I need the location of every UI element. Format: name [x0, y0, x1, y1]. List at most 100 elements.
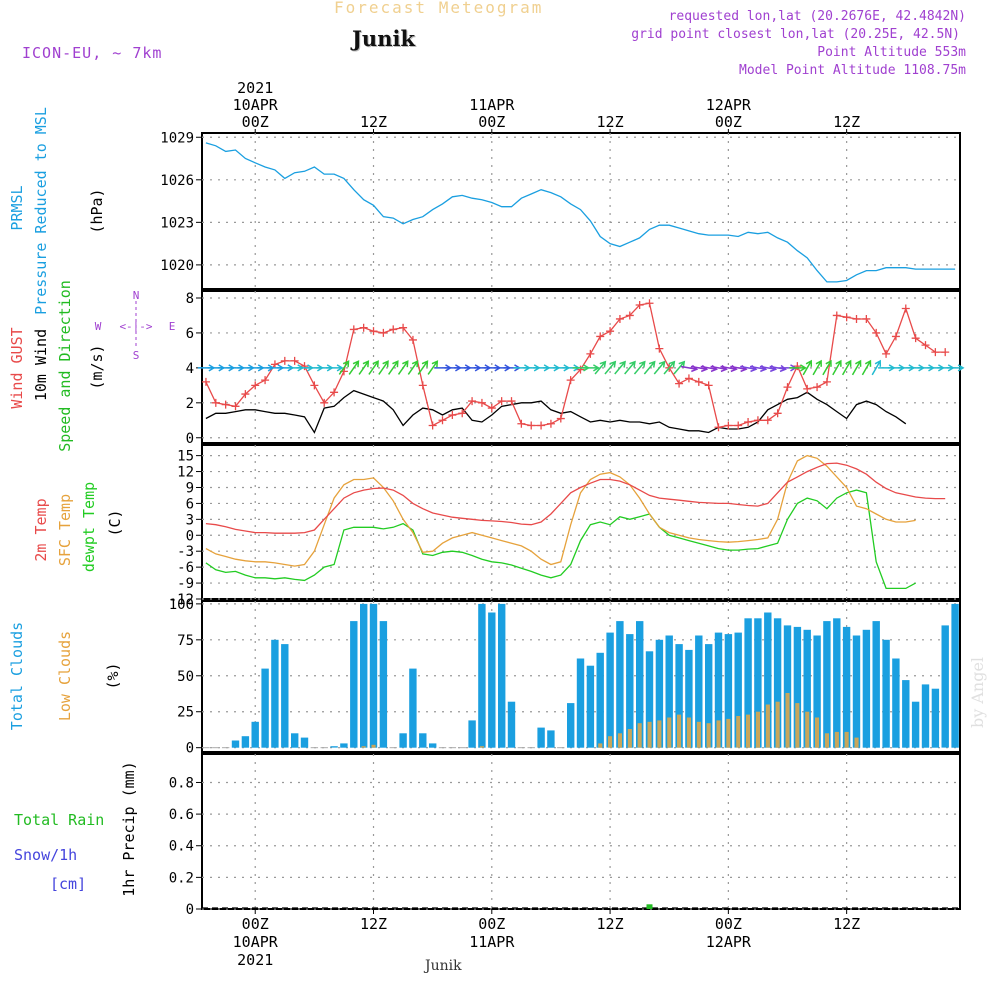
gust-marker	[576, 365, 585, 374]
total-cloud-bar	[921, 684, 930, 748]
ytick-label-wind: 8	[186, 291, 194, 307]
panel-frame-temperature	[201, 444, 961, 600]
gust-marker	[448, 411, 457, 420]
gust-marker	[556, 414, 565, 423]
gust-marker	[822, 377, 831, 386]
wind-arrow-shape	[841, 359, 852, 376]
footer-place: Junik	[425, 958, 462, 974]
wind-arrow-shape	[812, 359, 822, 376]
ytick-label-wind: 6	[186, 326, 194, 342]
gust-marker	[477, 398, 486, 407]
total-cloud-bar	[833, 618, 841, 748]
ytick-label-clouds: 25	[177, 705, 194, 721]
low-cloud-bar	[834, 731, 839, 748]
wind-arrow-shape	[643, 360, 656, 375]
requested-coords: requested lon,lat (20.2676E, 42.4842N)	[668, 9, 966, 24]
total-cloud-bar	[764, 612, 772, 748]
wind-direction-arrow	[861, 359, 872, 376]
total-cloud-bar	[567, 703, 575, 748]
gust-marker	[251, 381, 260, 390]
ytick-label-pressure: 1020	[160, 258, 194, 274]
wind-arrow-shape	[348, 360, 360, 375]
low-cloud-bar	[608, 736, 613, 748]
gust-marker	[872, 328, 881, 337]
gust-marker	[596, 332, 605, 341]
gust-marker	[270, 360, 279, 369]
wind-arrow-shape	[633, 360, 646, 375]
ytick-label-temperature: 15	[177, 449, 194, 465]
gust-marker	[852, 314, 861, 323]
gust-marker	[369, 327, 378, 336]
ytick-label-temperature: 0	[186, 528, 194, 544]
temp2m-line	[205, 462, 946, 534]
ytick-label-temperature: -6	[177, 560, 194, 576]
total-cloud-bar	[685, 649, 693, 748]
wind-arrow-shape	[417, 360, 429, 375]
total-cloud-bar	[773, 618, 782, 748]
total-cloud-bar	[399, 733, 407, 748]
gust-marker	[813, 383, 822, 392]
wind-direction-arrow	[397, 360, 409, 375]
wind-direction-arrow	[832, 359, 842, 376]
total-cloud-bar	[291, 733, 299, 748]
wind-direction-arrow	[663, 360, 676, 375]
low-cloud-bar	[815, 717, 820, 748]
gust-marker	[891, 332, 900, 341]
gust-marker	[655, 344, 664, 353]
total-cloud-bar	[902, 680, 910, 748]
total-cloud-bar	[369, 603, 378, 748]
total-cloud-bar	[655, 639, 664, 748]
gust-line	[205, 302, 946, 429]
gust-marker	[507, 397, 516, 406]
top-time-label: 00Z	[478, 113, 505, 131]
gust-marker	[694, 377, 703, 386]
low-cloud-bar	[775, 701, 780, 748]
total-cloud-bar	[360, 603, 368, 748]
low-cloud-bar	[667, 717, 672, 748]
wind-arrow-shape	[832, 359, 842, 376]
gust-marker	[428, 421, 437, 430]
ytick-label-temperature: 9	[186, 480, 194, 496]
low-cloud-bar	[726, 718, 731, 748]
wind-arrow-shape	[427, 360, 439, 375]
gust-marker	[330, 388, 339, 397]
total-cloud-bar	[547, 730, 555, 748]
total-cloud-bar	[468, 720, 476, 748]
total-cloud-bar	[271, 639, 279, 748]
bottom-time-label: 11APR	[469, 933, 515, 951]
sfc-temp-ylabel: SFC Temp	[56, 494, 74, 566]
wind-direction-arrow	[358, 360, 370, 375]
bottom-time-label: 10APR	[233, 933, 279, 951]
low-cloud-bar	[805, 711, 810, 748]
low-cloud-bar	[736, 716, 741, 748]
wind-ylabel: 10m Wind	[32, 329, 50, 401]
ytick-label-temperature: 12	[177, 465, 194, 481]
top-time-label: 10APR	[233, 96, 279, 114]
low-cloud-bar	[647, 721, 652, 748]
total-cloud-bar	[330, 746, 338, 748]
wind-direction-arrow	[604, 360, 617, 375]
total-cloud-bar	[281, 644, 289, 748]
total-cloud-bar	[586, 665, 595, 748]
gust-marker	[862, 314, 871, 323]
gust-marker	[606, 327, 615, 336]
wind-direction-arrow	[633, 360, 646, 375]
ytick-label-temperature: 3	[186, 512, 194, 528]
gust-marker	[310, 381, 319, 390]
wind-direction-arrow	[769, 364, 787, 373]
bottom-time-label: 00Z	[242, 915, 269, 933]
gust-marker	[280, 356, 289, 365]
top-time-label: 2021	[237, 79, 273, 97]
low-cloud-bar	[617, 733, 622, 748]
low-clouds-ylabel: Low Clouds	[56, 631, 74, 721]
gust-marker	[438, 416, 447, 425]
wind-arrow-shape	[769, 364, 787, 373]
gust-marker	[231, 402, 240, 411]
ytick-label-pressure: 1023	[160, 215, 194, 231]
total-cloud-bar	[705, 644, 713, 748]
top-time-label: 12Z	[597, 113, 624, 131]
gust-marker	[241, 390, 250, 399]
low-cloud-bar	[686, 717, 691, 748]
